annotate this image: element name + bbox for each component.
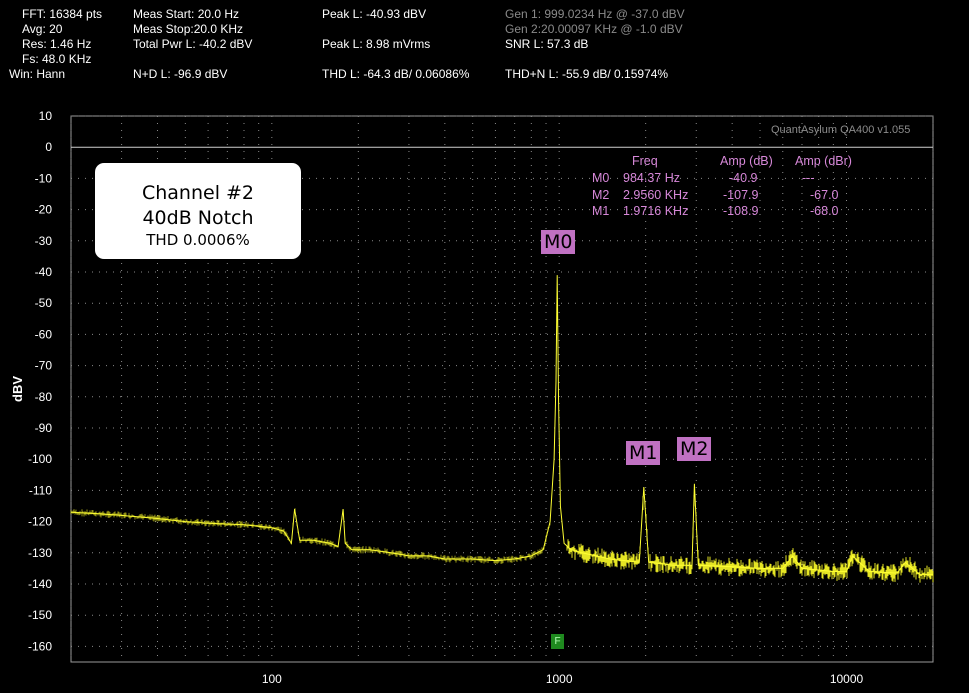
y-tick-label: -50: [35, 296, 53, 310]
marker-label-m0[interactable]: M0: [541, 230, 576, 254]
marker-label-m1[interactable]: M1: [626, 441, 661, 465]
x-tick-labels: 100 1000 10000: [262, 672, 864, 686]
spectrum-trace: [70, 275, 933, 576]
marker-row-id: M2: [592, 188, 610, 202]
y-tick-label: -110: [29, 483, 52, 497]
marker-row-ampr: -68.0: [810, 204, 839, 218]
annotation-thd: THD 0.0006%: [146, 231, 250, 249]
thdn-readout: THD+N L: -55.9 dB/ 0.15974%: [505, 67, 669, 81]
marker-row-id: M0: [592, 171, 610, 185]
y-tick-label: -60: [35, 327, 53, 341]
y-tick-label: -80: [35, 390, 53, 404]
y-tick-label: -120: [28, 515, 52, 529]
marker-row-freq: 2.9560 KHz: [623, 188, 689, 202]
marker-row-id: M1: [592, 204, 610, 218]
x-tick-label: 1000: [546, 672, 573, 686]
y-tick-label: -70: [35, 359, 53, 373]
marker-header-amp: Amp (dB): [720, 154, 773, 168]
marker-row-ampr: ---: [802, 171, 815, 185]
grid-horizontal: [71, 115, 933, 647]
y-tick-labels: 10 0 -10 -20 -30 -40 -50 -60 -70 -80 -90 -100 -110 -1…: [28, 109, 52, 653]
window-type: Win: Hann: [9, 67, 66, 81]
meas-start: Meas Start: 20.0 Hz: [133, 7, 240, 21]
gen2-readout: Gen 2:20.00097 KHz @ -1.0 dBV: [505, 22, 683, 36]
y-tick-label: -90: [35, 421, 53, 435]
peak-dbv: Peak L: -40.93 dBV: [322, 7, 427, 21]
fft-size: FFT: 16384 pts: [22, 7, 103, 21]
marker-header-freq: Freq: [632, 154, 658, 168]
marker-row-ampr: -67.0: [810, 188, 839, 202]
peak-vrms: Peak L: 8.98 mVrms: [322, 37, 431, 51]
meas-stop: Meas Stop:20.0 KHz: [133, 22, 244, 36]
y-tick-label: -130: [28, 546, 52, 560]
noise-distortion: N+D L: -96.9 dBV: [133, 67, 228, 81]
marker-row-amp: -108.9: [723, 204, 759, 218]
averages: Avg: 20: [22, 22, 63, 36]
fundamental-marker[interactable]: F: [551, 634, 564, 649]
y-tick-label: -30: [35, 234, 53, 248]
annotation-channel: Channel #2: [141, 182, 255, 204]
x-tick-label: 100: [262, 672, 282, 686]
annotation-notch: 40dB Notch: [142, 207, 254, 229]
marker-label-m2[interactable]: M2: [677, 437, 712, 461]
y-tick-label: 0: [45, 140, 52, 154]
y-axis-label: dBV: [10, 376, 25, 402]
x-tick-label: 10000: [830, 672, 864, 686]
y-tick-label: 10: [39, 109, 53, 123]
y-tick-label: -140: [28, 577, 52, 591]
y-tick-label: -10: [35, 171, 53, 185]
grid-vertical: [70, 116, 934, 662]
y-tick-label: -40: [35, 265, 53, 279]
snr-readout: SNR L: 57.3 dB: [505, 37, 589, 51]
marker-row-amp: -40.9: [729, 171, 758, 185]
y-tick-label: -160: [28, 639, 52, 653]
y-tick-label: -150: [28, 608, 52, 622]
resolution: Res: 1.46 Hz: [22, 37, 92, 51]
thd-readout: THD L: -64.3 dB/ 0.06086%: [322, 67, 470, 81]
marker-row-amp: -107.9: [723, 188, 759, 202]
sample-rate: Fs: 48.0 KHz: [22, 52, 92, 66]
y-tick-label: -20: [35, 203, 53, 217]
marker-header-ampr: Amp (dBr): [795, 154, 852, 168]
marker-row-freq: 1.9716 KHz: [623, 204, 689, 218]
watermark: QuantAsylum QA400 v1.055: [771, 124, 911, 136]
y-tick-label: -100: [28, 452, 52, 466]
annotation-box: Channel #2 40dB Notch THD 0.0006%: [95, 163, 301, 259]
total-power: Total Pwr L: -40.2 dBV: [133, 37, 253, 51]
marker-row-freq: 984.37 Hz: [623, 171, 680, 185]
gen1-readout: Gen 1: 999.0234 Hz @ -37.0 dBV: [505, 7, 685, 21]
